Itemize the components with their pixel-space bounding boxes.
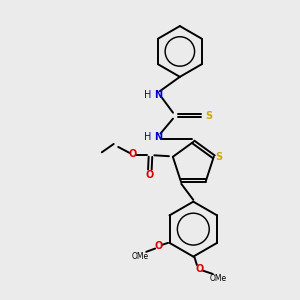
Text: O: O: [154, 242, 162, 251]
Text: O: O: [128, 149, 137, 159]
Text: OMe: OMe: [132, 252, 149, 261]
Text: O: O: [196, 263, 204, 274]
Text: O: O: [146, 170, 154, 180]
Text: H: H: [144, 90, 152, 100]
Text: S: S: [216, 152, 223, 162]
Text: H: H: [144, 132, 152, 142]
Text: N: N: [154, 90, 162, 100]
Text: OMe: OMe: [209, 274, 226, 283]
Text: N: N: [154, 132, 162, 142]
Text: S: S: [205, 111, 212, 121]
